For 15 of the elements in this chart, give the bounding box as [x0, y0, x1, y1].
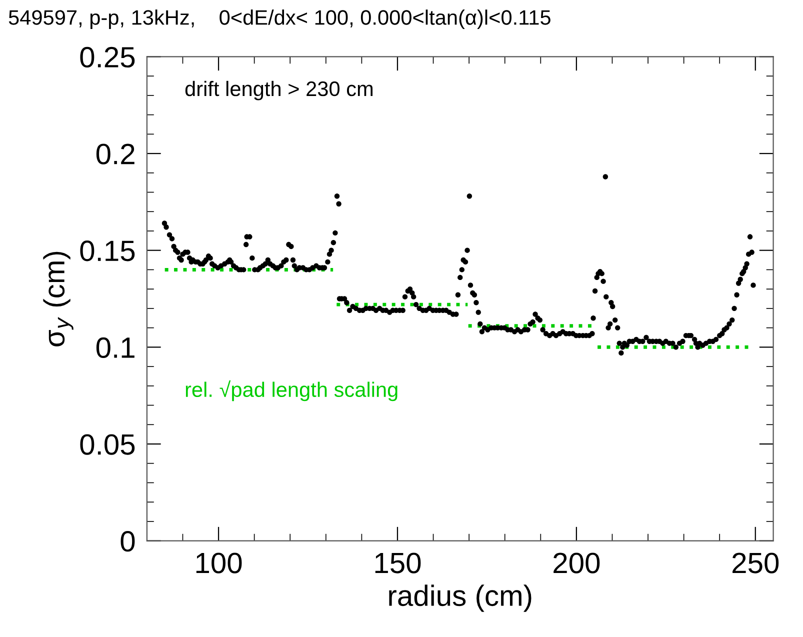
y-tick-label: 0.2: [96, 144, 134, 164]
y-tick-label: 0.1: [96, 337, 134, 358]
y-tick-label: 0: [120, 531, 135, 552]
chart-title: 549597, p-p, 13kHz, 0<dE/dx< 100, 0.000<ltan(α)l<0.115: [8, 10, 550, 29]
y-tick-label: 0.05: [80, 434, 135, 455]
y-axis-title: σ$_{y}$ (cm): [43, 252, 74, 346]
annotation: drift length > 230 cm: [185, 80, 372, 100]
x-tick-label: 100: [196, 552, 242, 574]
y-tick-label: 0.15: [80, 240, 135, 262]
x-tick-label: 150: [375, 552, 421, 574]
x-tick-label: 200: [554, 552, 600, 574]
annotation: rel. √pad length scaling: [186, 380, 398, 402]
y-tick-label: 0.25: [80, 46, 135, 68]
x-tick-label: 250: [732, 552, 779, 574]
x-axis-title: radius (cm): [389, 584, 532, 612]
